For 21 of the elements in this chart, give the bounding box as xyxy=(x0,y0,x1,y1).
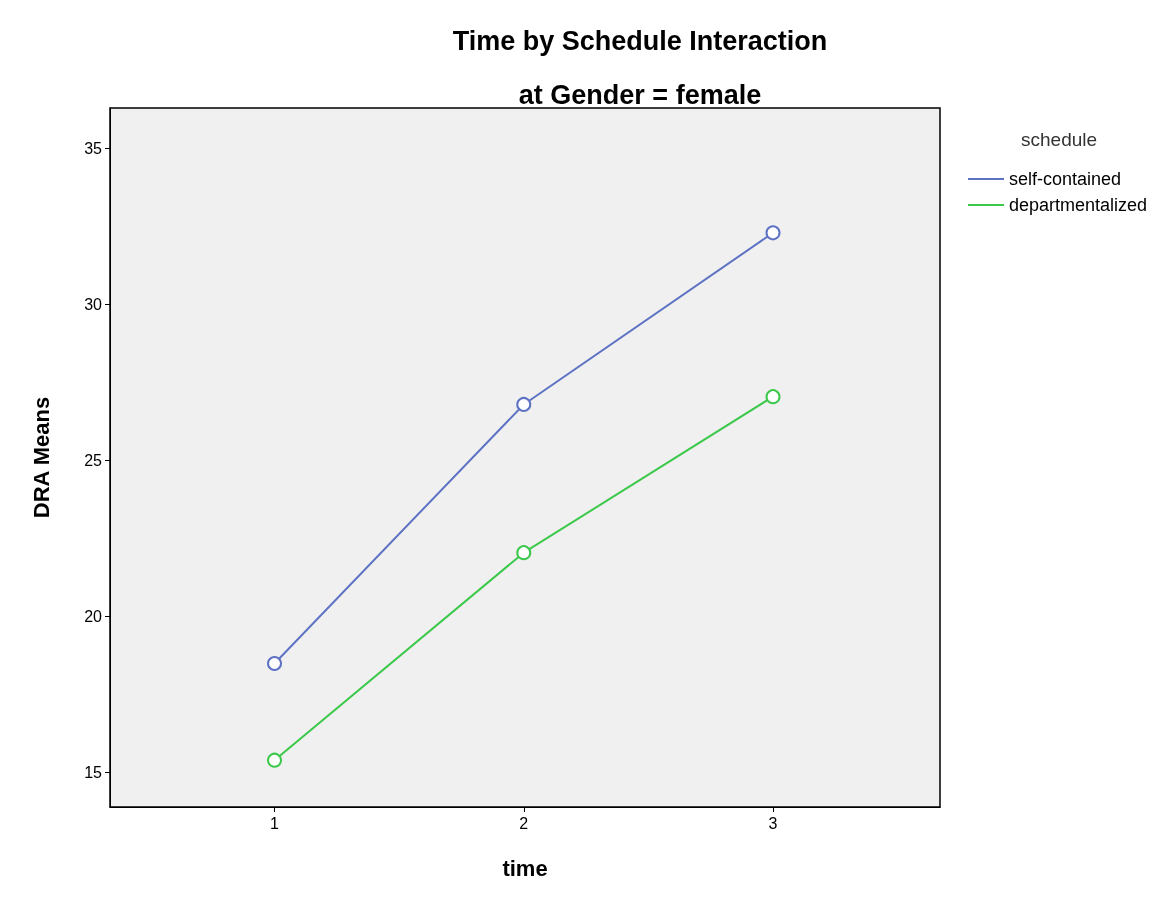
point xyxy=(765,225,781,241)
y-tick-label: 25 xyxy=(84,452,103,470)
x-axis-title: time xyxy=(502,855,548,881)
x-tick-label: 1 xyxy=(270,814,280,832)
y-tick-label: 20 xyxy=(84,608,103,626)
y-axis-title: DRA Means xyxy=(28,396,54,519)
point xyxy=(516,545,532,561)
legend-label: self-contained xyxy=(1009,169,1122,189)
chart-subtitle: at Gender = female xyxy=(518,79,762,110)
point xyxy=(765,389,781,405)
point xyxy=(516,396,532,412)
chart-title: Time by Schedule Interaction xyxy=(452,25,828,56)
x-tick-label: 2 xyxy=(519,814,529,832)
y-tick-label: 15 xyxy=(84,764,103,782)
point xyxy=(267,655,282,671)
legend-label: departmentalized xyxy=(1009,195,1148,215)
x-tick-label: 3 xyxy=(768,814,778,832)
legend-title: schedule xyxy=(1021,129,1098,150)
point xyxy=(267,752,282,768)
y-tick-label: 35 xyxy=(84,140,103,158)
y-tick-label: 30 xyxy=(84,296,103,314)
